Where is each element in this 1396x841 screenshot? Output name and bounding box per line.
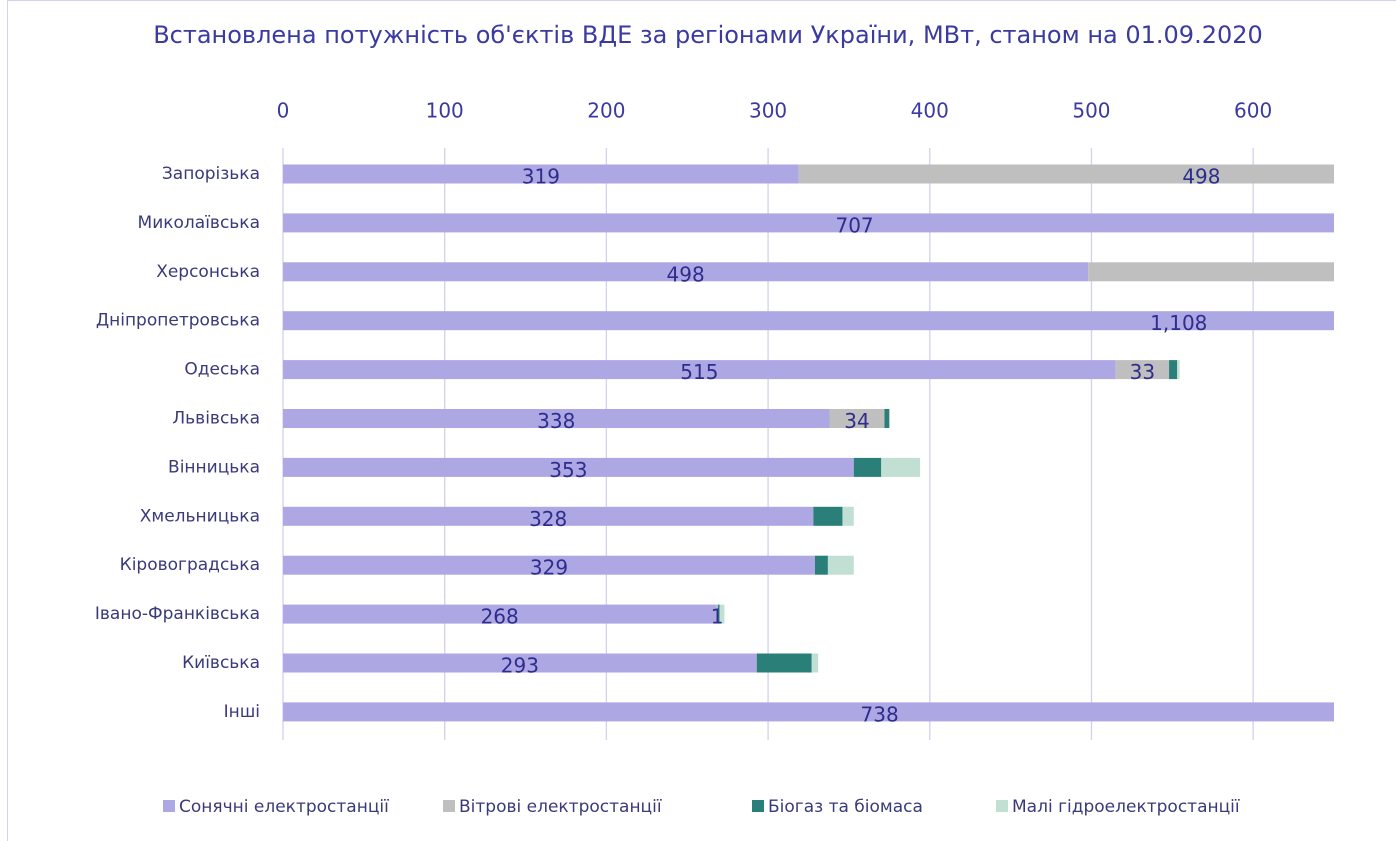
data-label: 738 xyxy=(861,702,899,726)
bar-segment xyxy=(1177,360,1180,380)
bar-segment xyxy=(283,311,1334,331)
data-label: 515 xyxy=(680,360,718,384)
data-label: 498 xyxy=(667,262,705,286)
y-tick-label: Миколаївська xyxy=(138,213,260,233)
data-label: 33 xyxy=(1130,360,1155,384)
bar-segment xyxy=(881,457,921,477)
y-tick-label: Дніпропетровська xyxy=(96,311,260,331)
x-tick-label: 500 xyxy=(1072,99,1110,123)
bar-segment xyxy=(884,409,890,428)
x-tick-label: 200 xyxy=(587,99,625,123)
bar-segment xyxy=(1088,262,1334,282)
bar-segment xyxy=(283,409,830,428)
y-tick-label: Кіровоградська xyxy=(120,555,260,575)
data-label: 1,108 xyxy=(1150,311,1207,335)
legend-label: Вітрові електростанції xyxy=(459,797,662,817)
x-tick-label: 100 xyxy=(426,99,464,123)
legend-label: Малі гідроелектростанції xyxy=(1012,797,1240,817)
bar-segment xyxy=(813,506,843,526)
bar-segment xyxy=(717,604,720,624)
data-label: 338 xyxy=(537,409,575,433)
bar-segment xyxy=(283,457,854,477)
legend-label: Сонячні електростанції xyxy=(179,797,389,817)
bar-segment xyxy=(814,555,828,575)
data-label: 293 xyxy=(501,654,539,678)
y-tick-label: Хмельницька xyxy=(140,506,260,526)
bar-segment xyxy=(719,604,725,624)
data-label: 353 xyxy=(549,458,587,482)
x-tick-label: 300 xyxy=(749,99,787,123)
y-tick-label: Вінницька xyxy=(168,457,260,477)
bar-segment xyxy=(811,653,819,673)
bar-segment xyxy=(798,164,1334,184)
bar-segment xyxy=(283,164,799,184)
x-tick-label: 600 xyxy=(1234,99,1272,123)
bar-segment xyxy=(283,604,717,624)
legend-swatch xyxy=(996,800,1008,812)
chart-frame xyxy=(7,0,1396,841)
bar-segment xyxy=(756,653,812,673)
y-tick-label: Запорізька xyxy=(162,164,260,184)
legend-label: Біогаз та біомаса xyxy=(768,797,923,817)
x-tick-label: 400 xyxy=(911,99,949,123)
bar-segment xyxy=(827,555,854,575)
bar-segment xyxy=(283,360,1116,380)
data-label: 34 xyxy=(844,409,869,433)
bar-segment xyxy=(283,653,757,673)
data-label: 707 xyxy=(835,213,873,237)
legend-swatch xyxy=(443,800,455,812)
x-tick-label: 0 xyxy=(277,99,290,123)
bar-segment xyxy=(1115,360,1170,380)
y-tick-label: Херсонська xyxy=(156,262,260,282)
data-label: 329 xyxy=(530,556,568,580)
data-label: 1 xyxy=(711,605,724,629)
data-label: 319 xyxy=(522,165,560,189)
y-tick-label: Київська xyxy=(182,653,260,673)
bar-segment xyxy=(853,457,882,477)
bar-segment xyxy=(283,702,1334,722)
legend-swatch xyxy=(752,800,764,812)
bar-segment xyxy=(1169,360,1178,380)
bar-segment xyxy=(842,506,854,526)
bar-segment xyxy=(283,213,1334,233)
data-label: 328 xyxy=(529,507,567,531)
y-tick-label: Інші xyxy=(224,702,260,722)
bar-segment xyxy=(283,506,814,526)
bar-segment xyxy=(829,409,885,428)
bar-segment xyxy=(716,604,718,624)
chart-title: Встановлена потужність об'єктів ВДЕ за р… xyxy=(153,21,1263,49)
legend-swatch xyxy=(163,800,175,812)
bar-segment xyxy=(283,262,1089,282)
y-tick-label: Львівська xyxy=(172,409,260,429)
data-label: 498 xyxy=(1182,165,1220,189)
bar-segment xyxy=(283,555,815,575)
data-label: 268 xyxy=(481,605,519,629)
y-tick-label: Одеська xyxy=(184,360,260,380)
y-tick-label: Івано-Франківська xyxy=(95,604,260,624)
